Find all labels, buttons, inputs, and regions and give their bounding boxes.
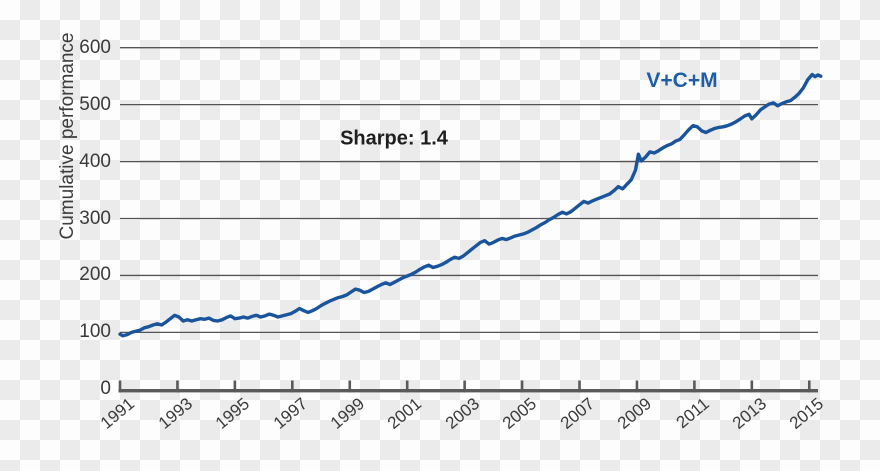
y-tick-label-500: 500	[79, 93, 111, 115]
y-tick-label-200: 200	[79, 264, 111, 286]
data-line-vcm	[118, 72, 823, 338]
x-tick-mark-2009	[635, 380, 639, 393]
x-tick-mark-2005	[520, 380, 524, 393]
x-tick-mark-2001	[405, 380, 409, 393]
y-tick-label-100: 100	[79, 321, 111, 343]
y-tick-label-0: 0	[100, 378, 111, 400]
x-tick-mark-1993	[176, 380, 179, 393]
x-tick-mark-1991	[118, 380, 122, 393]
x-tick-mark-1995	[233, 380, 237, 393]
y-tick-label-400: 400	[79, 150, 111, 172]
x-tick-mark-2003	[463, 380, 466, 393]
x-tick-mark-2013	[750, 380, 754, 393]
y-tick-label-600: 600	[79, 36, 111, 58]
x-tick-mark-1999	[348, 380, 352, 393]
x-tick-mark-2011	[693, 380, 696, 393]
x-tick-mark-2015	[807, 380, 811, 393]
series-label-vcm: V+C+M	[646, 69, 718, 92]
x-axis-line	[118, 389, 818, 393]
x-tick-mark-1997	[291, 380, 294, 393]
x-tick-mark-2007	[578, 380, 581, 393]
sharpe-annotation: Sharpe: 1.4	[340, 127, 448, 150]
y-tick-label-300: 300	[79, 207, 111, 229]
